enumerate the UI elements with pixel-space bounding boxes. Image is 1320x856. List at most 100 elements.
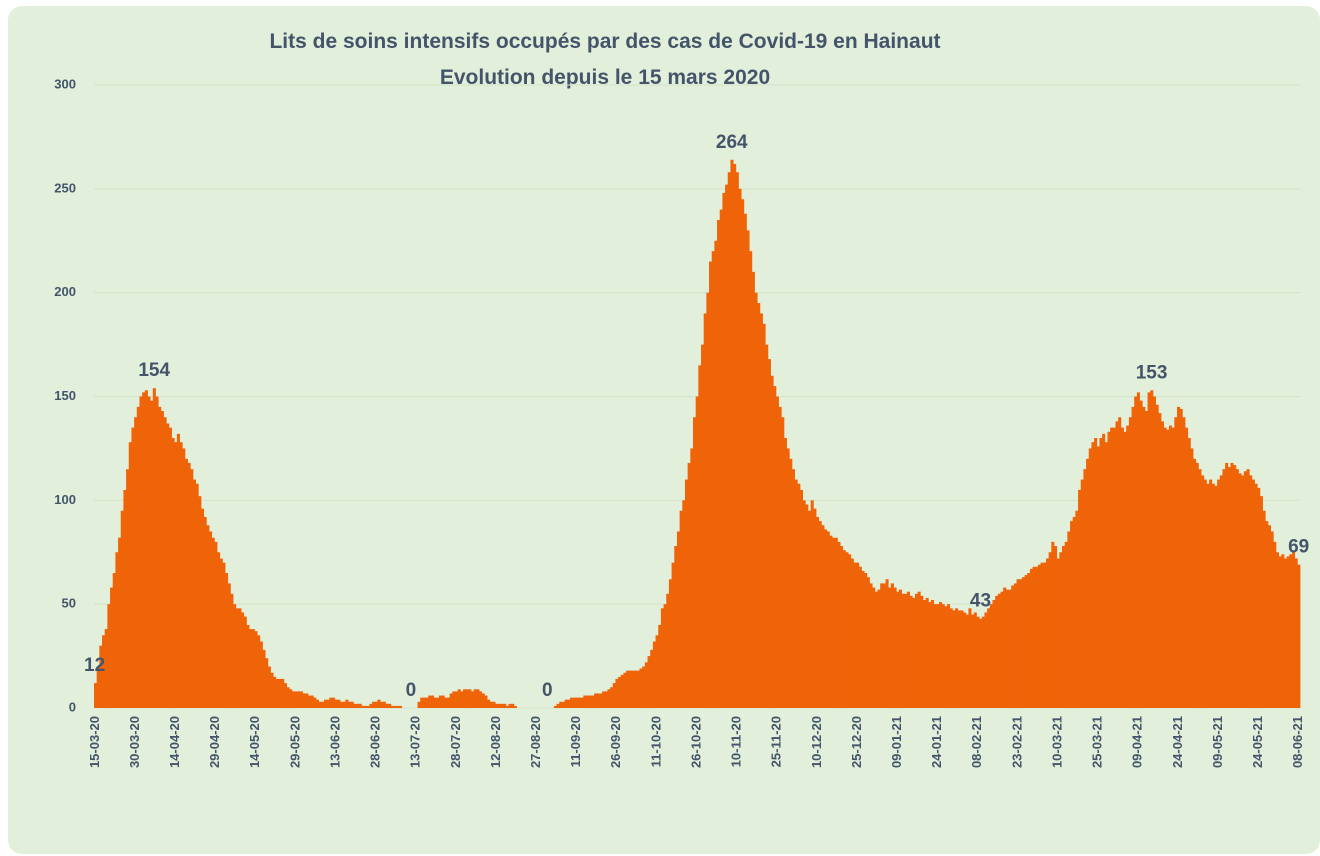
bar — [781, 417, 785, 708]
bar — [1291, 552, 1296, 708]
bar — [885, 579, 889, 708]
bar — [666, 593, 670, 708]
bar — [452, 691, 456, 708]
bar — [1102, 433, 1106, 708]
x-tick-label: 11-09-20 — [568, 716, 583, 767]
bar — [586, 695, 590, 708]
bar — [227, 583, 231, 708]
bar — [901, 593, 905, 708]
bar — [837, 541, 841, 708]
bar — [770, 375, 774, 708]
bar — [1225, 462, 1229, 708]
bar — [650, 649, 654, 708]
bar — [481, 693, 485, 708]
bar — [955, 608, 959, 708]
x-tick-label: 08-02-21 — [969, 716, 984, 768]
bar — [1281, 554, 1285, 708]
bar — [102, 635, 106, 708]
bar — [805, 504, 809, 708]
bar — [588, 695, 592, 708]
bar — [733, 163, 737, 708]
x-tick-label: 25-11-20 — [769, 716, 784, 767]
bar — [104, 629, 108, 708]
bar — [1190, 448, 1194, 708]
bar — [1078, 489, 1082, 708]
bar — [668, 579, 672, 708]
bar — [454, 691, 459, 708]
bar — [882, 583, 886, 708]
bar — [754, 292, 758, 708]
bar — [211, 537, 215, 708]
bar — [446, 697, 451, 708]
bar — [398, 705, 402, 708]
bar — [1217, 479, 1221, 708]
bar — [1016, 579, 1020, 708]
bar — [182, 448, 186, 708]
bar — [422, 697, 426, 708]
bar — [960, 610, 964, 708]
bar — [1005, 589, 1009, 708]
bar — [1126, 425, 1130, 708]
bar — [1297, 564, 1301, 708]
bar — [144, 390, 148, 708]
bar — [842, 550, 846, 708]
bar — [1115, 421, 1119, 708]
bar — [647, 656, 651, 708]
bar — [321, 701, 325, 708]
bar — [1160, 421, 1165, 708]
bar — [1289, 554, 1293, 708]
bar — [1163, 427, 1167, 708]
bar — [890, 583, 894, 708]
bar — [743, 213, 747, 708]
x-tick-label: 24-01-21 — [929, 716, 944, 768]
bar — [845, 552, 849, 708]
data-label: 12 — [84, 655, 105, 676]
y-tick-label: 0 — [69, 699, 76, 714]
bar — [1059, 552, 1063, 708]
bar — [1027, 573, 1031, 708]
bar — [1155, 404, 1159, 708]
x-tick-label: 24-05-21 — [1250, 716, 1265, 768]
bar — [898, 589, 902, 708]
bar — [1011, 585, 1015, 708]
bar — [1206, 483, 1210, 708]
bar — [692, 417, 697, 708]
bar — [944, 606, 948, 708]
bar — [126, 469, 130, 708]
bar — [1152, 396, 1157, 708]
x-tick-label: 30-03-20 — [127, 716, 142, 768]
bar — [1072, 516, 1076, 708]
bar — [741, 199, 745, 708]
bar — [995, 595, 999, 708]
bar — [1123, 431, 1127, 708]
bar — [759, 313, 763, 708]
y-tick-label: 100 — [54, 492, 76, 507]
bar — [241, 612, 245, 708]
bar — [1249, 475, 1253, 708]
bar — [957, 610, 961, 708]
x-tick-label: 12-08-20 — [488, 716, 503, 768]
bar — [1040, 562, 1044, 708]
bar — [690, 448, 694, 708]
bar — [1083, 469, 1087, 708]
bar — [390, 705, 394, 708]
bar — [353, 703, 357, 708]
bar — [417, 701, 421, 708]
bar — [639, 668, 643, 708]
bar — [858, 566, 862, 708]
bar — [396, 705, 400, 708]
bar — [142, 392, 146, 708]
bar — [1099, 438, 1103, 708]
bar — [110, 587, 114, 708]
bar — [134, 417, 138, 708]
bar — [583, 695, 587, 708]
bar — [152, 388, 156, 708]
bar — [1171, 427, 1175, 708]
y-tick-label: 150 — [54, 388, 76, 403]
bar — [553, 705, 558, 708]
bar — [358, 703, 362, 708]
bar — [888, 587, 892, 708]
x-tick-label: 08-06-21 — [1290, 716, 1305, 768]
bar — [909, 595, 913, 708]
bar — [302, 693, 306, 708]
